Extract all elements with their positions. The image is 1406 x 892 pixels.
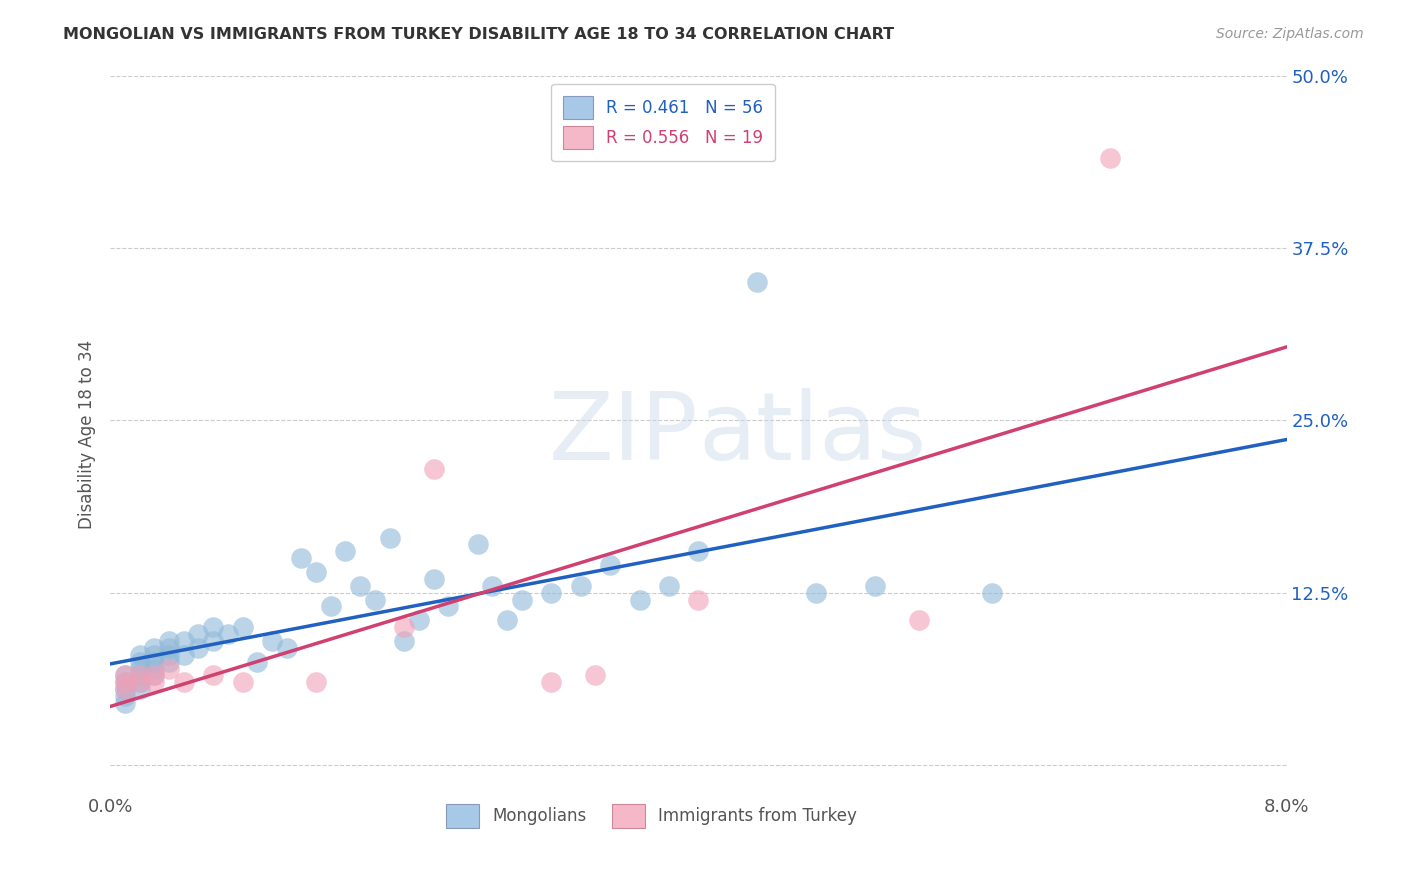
- Point: [173, 675, 195, 690]
- Point: [628, 592, 651, 607]
- Point: [319, 599, 342, 614]
- Point: [260, 634, 283, 648]
- Point: [157, 648, 180, 662]
- Point: [1099, 151, 1122, 165]
- Point: [422, 572, 444, 586]
- Point: [688, 544, 710, 558]
- Point: [128, 675, 150, 690]
- Text: MONGOLIAN VS IMMIGRANTS FROM TURKEY DISABILITY AGE 18 TO 34 CORRELATION CHART: MONGOLIAN VS IMMIGRANTS FROM TURKEY DISA…: [63, 27, 894, 42]
- Legend: Mongolians, Immigrants from Turkey: Mongolians, Immigrants from Turkey: [439, 797, 863, 835]
- Point: [246, 655, 269, 669]
- Point: [583, 668, 606, 682]
- Point: [863, 579, 886, 593]
- Point: [540, 585, 562, 599]
- Point: [437, 599, 460, 614]
- Point: [128, 675, 150, 690]
- Text: ZIP: ZIP: [548, 388, 699, 480]
- Point: [128, 661, 150, 675]
- Point: [143, 675, 166, 690]
- Y-axis label: Disability Age 18 to 34: Disability Age 18 to 34: [79, 340, 96, 529]
- Point: [747, 276, 769, 290]
- Point: [128, 648, 150, 662]
- Point: [305, 675, 328, 690]
- Point: [128, 655, 150, 669]
- Point: [202, 668, 225, 682]
- Point: [128, 668, 150, 682]
- Point: [496, 613, 519, 627]
- Point: [114, 668, 136, 682]
- Point: [128, 668, 150, 682]
- Point: [143, 655, 166, 669]
- Point: [804, 585, 827, 599]
- Point: [276, 640, 298, 655]
- Point: [540, 675, 562, 690]
- Point: [981, 585, 1004, 599]
- Point: [217, 627, 239, 641]
- Point: [114, 675, 136, 690]
- Point: [467, 537, 489, 551]
- Point: [114, 682, 136, 697]
- Point: [335, 544, 357, 558]
- Point: [231, 675, 253, 690]
- Point: [394, 634, 416, 648]
- Point: [157, 640, 180, 655]
- Point: [173, 634, 195, 648]
- Point: [510, 592, 533, 607]
- Point: [481, 579, 503, 593]
- Point: [187, 640, 209, 655]
- Point: [143, 661, 166, 675]
- Point: [187, 627, 209, 641]
- Point: [305, 565, 328, 579]
- Point: [908, 613, 931, 627]
- Point: [378, 531, 401, 545]
- Point: [599, 558, 621, 573]
- Point: [364, 592, 387, 607]
- Point: [231, 620, 253, 634]
- Point: [157, 661, 180, 675]
- Point: [143, 668, 166, 682]
- Point: [157, 634, 180, 648]
- Point: [114, 668, 136, 682]
- Point: [157, 655, 180, 669]
- Point: [408, 613, 430, 627]
- Point: [202, 634, 225, 648]
- Point: [688, 592, 710, 607]
- Point: [569, 579, 592, 593]
- Point: [114, 689, 136, 703]
- Point: [143, 648, 166, 662]
- Point: [143, 668, 166, 682]
- Point: [114, 675, 136, 690]
- Point: [173, 648, 195, 662]
- Point: [202, 620, 225, 634]
- Point: [658, 579, 681, 593]
- Point: [128, 682, 150, 697]
- Point: [290, 551, 312, 566]
- Text: Source: ZipAtlas.com: Source: ZipAtlas.com: [1216, 27, 1364, 41]
- Point: [114, 682, 136, 697]
- Point: [349, 579, 371, 593]
- Point: [114, 696, 136, 710]
- Point: [143, 640, 166, 655]
- Point: [422, 461, 444, 475]
- Point: [394, 620, 416, 634]
- Text: atlas: atlas: [699, 388, 927, 480]
